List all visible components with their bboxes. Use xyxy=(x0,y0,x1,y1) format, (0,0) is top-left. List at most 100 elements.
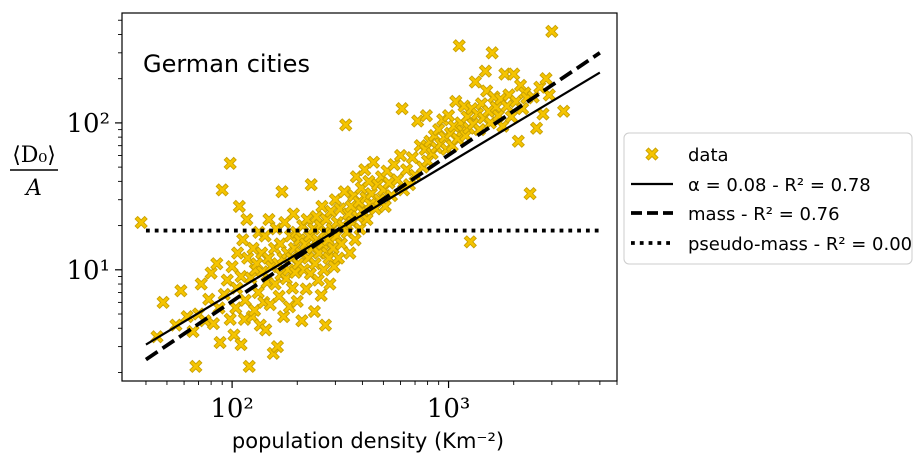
axis-ticks: 10² 10³ 10¹ 10² xyxy=(66,19,618,424)
data-point xyxy=(507,67,521,81)
x-tick-label: 10² xyxy=(210,394,254,424)
legend-label: α = 0.08 - R² = 0.78 xyxy=(688,175,871,196)
y-axis-label: ⟨D₀⟩ A xyxy=(10,143,58,201)
data-point xyxy=(232,199,246,214)
data-point xyxy=(247,303,262,317)
data-point xyxy=(242,359,256,374)
y-axis-label-denominator: A xyxy=(24,176,42,201)
fit-line-dashed xyxy=(144,51,601,362)
data-point xyxy=(273,237,287,251)
chart-title: German cities xyxy=(143,50,310,78)
data-point xyxy=(317,263,331,277)
data-point xyxy=(234,337,248,352)
data-point xyxy=(156,295,170,310)
data-point xyxy=(309,210,323,224)
data-point xyxy=(358,163,372,177)
x-axis-label: population density (Km⁻²) xyxy=(232,429,504,453)
data-point xyxy=(206,317,221,331)
data-point xyxy=(339,118,353,132)
data-point xyxy=(304,177,318,192)
data-point xyxy=(366,155,381,169)
data-point xyxy=(307,304,322,319)
data-point xyxy=(556,104,571,118)
data-point xyxy=(270,339,285,354)
data-point xyxy=(295,314,309,328)
data-point xyxy=(390,173,404,187)
x-tick-label: 10³ xyxy=(427,394,471,424)
legend-label: data xyxy=(688,145,729,166)
data-point xyxy=(263,297,277,312)
data-point xyxy=(511,134,525,148)
data-point xyxy=(319,212,333,227)
data-point xyxy=(328,193,343,207)
data-point xyxy=(314,288,328,302)
data-point xyxy=(262,212,276,227)
data-point xyxy=(311,273,325,287)
data-point xyxy=(223,312,237,326)
data-point xyxy=(326,241,340,255)
data-point xyxy=(194,277,208,291)
data-point xyxy=(189,359,203,374)
data-point xyxy=(539,72,553,86)
y-axis-label-numerator: ⟨D₀⟩ xyxy=(12,143,56,168)
data-point xyxy=(217,287,231,302)
data-point xyxy=(360,212,374,227)
data-point xyxy=(419,109,434,123)
data-point xyxy=(299,282,313,296)
data-point xyxy=(452,39,466,53)
data-point xyxy=(343,246,357,260)
data-point xyxy=(529,121,544,135)
data-point xyxy=(251,285,265,300)
data-point xyxy=(463,235,477,249)
data-point xyxy=(285,281,300,295)
data-point xyxy=(323,277,337,291)
data-point xyxy=(545,24,559,38)
data-point xyxy=(485,46,499,60)
data-point xyxy=(382,176,396,190)
data-point xyxy=(536,107,550,121)
data-point xyxy=(405,151,419,165)
data-point xyxy=(238,293,252,307)
data-point xyxy=(215,183,229,197)
data-point xyxy=(210,257,224,271)
legend-label: pseudo-mass - R² = 0.00 xyxy=(688,234,912,255)
data-point xyxy=(327,260,341,274)
data-point xyxy=(134,215,148,230)
data-point xyxy=(268,277,282,291)
data-point xyxy=(395,102,409,116)
data-point xyxy=(468,75,483,89)
data-point xyxy=(331,251,346,265)
data-point xyxy=(204,266,218,280)
data-point xyxy=(523,186,537,201)
data-point xyxy=(348,233,362,247)
legend-marker-data xyxy=(645,147,659,161)
data-point xyxy=(411,114,425,128)
data-point xyxy=(258,229,272,243)
data-point xyxy=(240,212,254,227)
data-point xyxy=(223,156,237,171)
data-point xyxy=(229,301,243,315)
data-point xyxy=(174,284,188,298)
data-point xyxy=(272,289,286,303)
data-point xyxy=(286,207,301,221)
data-point xyxy=(275,185,289,199)
data-point xyxy=(288,265,302,280)
data-point xyxy=(237,312,252,326)
data-point xyxy=(259,323,273,337)
fit-lines xyxy=(144,51,601,362)
data-point xyxy=(334,237,349,251)
data-point xyxy=(213,335,227,350)
data-point xyxy=(225,260,239,274)
data-point xyxy=(478,64,493,78)
data-point xyxy=(393,148,408,163)
legend-frame xyxy=(623,132,913,265)
data-point xyxy=(276,309,291,324)
y-tick-label: 10² xyxy=(66,109,110,139)
data-point xyxy=(290,294,304,308)
legend: data α = 0.08 - R² = 0.78 mass - R² = 0.76… xyxy=(623,132,913,265)
data-point xyxy=(318,318,333,332)
legend-label: mass - R² = 0.76 xyxy=(688,204,840,225)
data-point xyxy=(227,328,241,342)
data-point xyxy=(278,215,292,230)
